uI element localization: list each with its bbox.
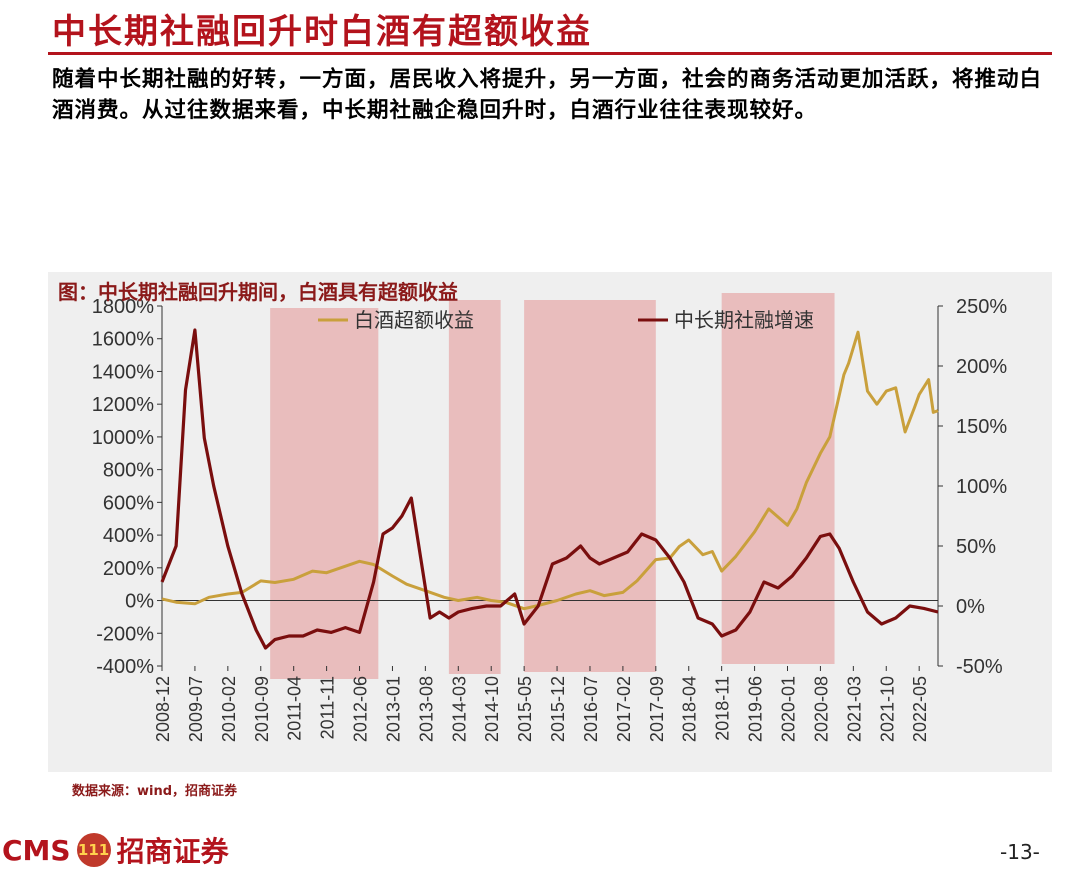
left-tick-label: 1600% — [92, 329, 154, 351]
shaded-period — [721, 293, 835, 664]
left-tick-label: 1000% — [92, 427, 154, 449]
x-tick-label: 2018-04 — [680, 676, 700, 742]
x-tick-label: 2008-12 — [153, 676, 173, 742]
left-tick-label: 600% — [103, 492, 154, 514]
x-tick-label: 2021-10 — [877, 676, 897, 742]
left-tick-label: -200% — [96, 623, 154, 645]
left-tick-label: 0% — [125, 591, 154, 613]
chart-source: 数据来源：wind，招商证券 — [72, 784, 238, 799]
x-tick-label: 2018-11 — [713, 676, 733, 741]
cms-logo-icon: 111 — [76, 833, 111, 867]
right-tick-label: 150% — [956, 416, 1007, 438]
right-tick-label: 200% — [956, 356, 1007, 378]
shaded-period — [270, 308, 379, 679]
left-tick-label: 800% — [103, 460, 154, 482]
shaded-period — [448, 300, 501, 674]
x-tick-label: 2022-05 — [910, 676, 930, 742]
left-tick-label: 400% — [103, 525, 154, 547]
x-tick-label: 2014-10 — [482, 676, 502, 742]
x-tick-label: 2011-04 — [285, 676, 305, 741]
x-tick-label: 2009-07 — [186, 676, 206, 742]
legend-label: 中长期社融增速 — [674, 309, 814, 332]
x-tick-label: 2015-05 — [515, 676, 535, 742]
page-number: -13- — [1000, 840, 1040, 864]
x-tick-label: 2014-03 — [449, 676, 469, 742]
x-tick-label: 2013-08 — [416, 676, 436, 742]
right-tick-label: 50% — [956, 536, 996, 558]
brand-text: CMS — [2, 833, 71, 867]
company-name: 招商证券 — [116, 835, 229, 868]
x-tick-label: 2020-01 — [779, 676, 799, 742]
x-tick-label: 2010-09 — [252, 676, 272, 742]
x-tick-label: 2017-02 — [614, 676, 634, 742]
legend-label: 白酒超额收益 — [354, 309, 474, 332]
right-tick-label: 100% — [956, 476, 1007, 498]
left-tick-label: -400% — [96, 656, 154, 678]
left-tick-label: 1400% — [92, 361, 154, 383]
right-tick-label: 0% — [956, 596, 985, 618]
x-tick-label: 2016-07 — [581, 676, 601, 742]
series-line — [160, 328, 939, 650]
shaded-period — [524, 300, 656, 672]
left-tick-label: 1200% — [92, 394, 154, 416]
x-tick-label: 2012-06 — [351, 676, 371, 742]
series-line — [161, 330, 939, 611]
x-tick-label: 2011-11 — [318, 676, 338, 739]
footer-logo: CMS 111 招商证券 — [2, 830, 229, 870]
body-paragraph: 随着中长期社融的好转，一方面，居民收入将提升，另一方面，社会的商务活动更加活跃，… — [52, 67, 1043, 123]
x-tick-label: 2019-06 — [746, 676, 766, 742]
x-tick-label: 2015-12 — [548, 676, 568, 742]
left-tick-label: 200% — [103, 558, 154, 580]
x-tick-label: 2010-02 — [219, 676, 239, 742]
x-tick-label: 2021-03 — [844, 676, 864, 742]
slide-title: 中长期社融回升时白酒有超额收益 — [52, 12, 592, 52]
right-tick-label: 250% — [956, 296, 1007, 318]
x-tick-label: 2020-08 — [811, 676, 831, 742]
left-tick-label: 1800% — [92, 296, 154, 318]
x-tick-label: 2017-09 — [647, 676, 667, 742]
right-tick-label: -50% — [956, 656, 1003, 678]
title-divider — [48, 52, 1052, 55]
chart-caption: 图：中长期社融回升期间，白酒具有超额收益 — [58, 280, 458, 304]
x-tick-label: 2013-01 — [383, 676, 403, 742]
